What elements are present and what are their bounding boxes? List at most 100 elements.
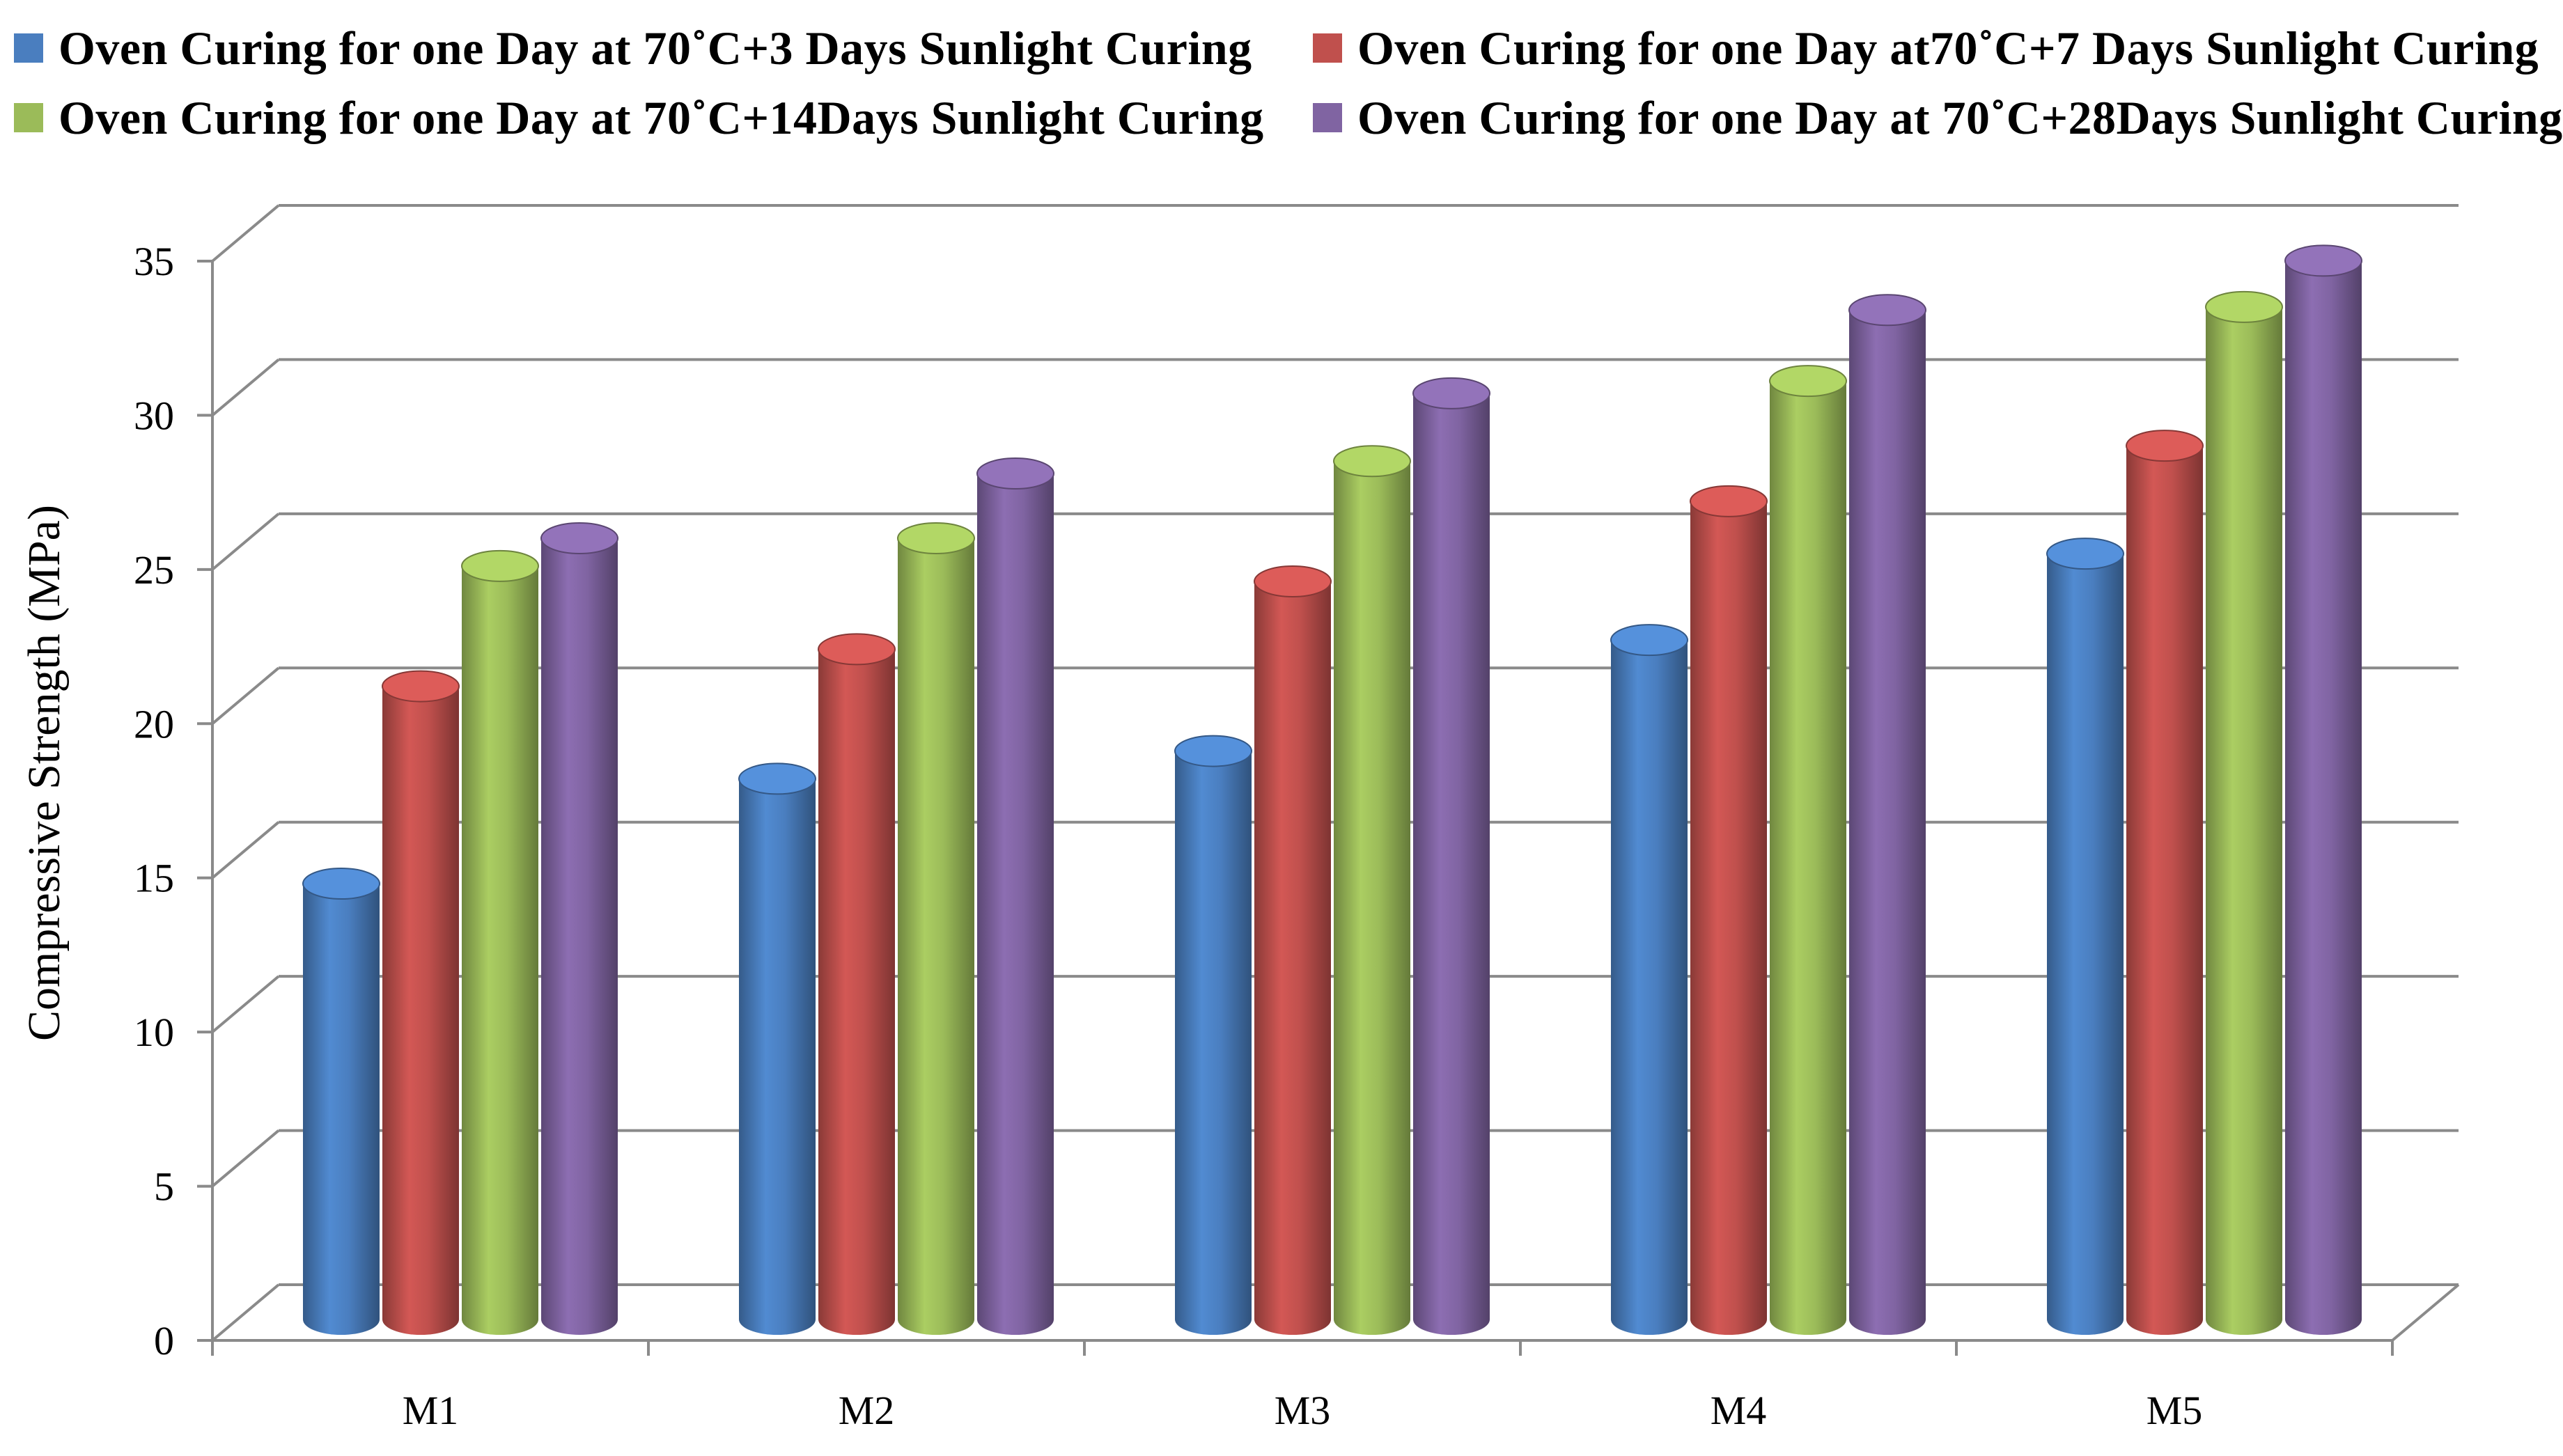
bar-M3-series-4 [1412, 377, 1490, 1335]
bar-body-M1-4 [541, 538, 618, 1335]
bar-M3-series-3 [1333, 445, 1411, 1336]
bar-top-M2-3 [897, 522, 975, 554]
bar-body-M3-2 [1254, 581, 1331, 1335]
bar-body-M1-2 [382, 686, 459, 1335]
bar-top-M2-4 [976, 457, 1054, 490]
y-tick-label-3: 15 [134, 856, 174, 901]
legend-label-series-3: Oven Curing for one Day at 70˚C+14Days S… [59, 91, 1264, 144]
bar-M3-series-1 [1174, 735, 1252, 1335]
x-tick-label-0: M1 [403, 1388, 459, 1433]
bar-top-M4-4 [1848, 294, 1926, 327]
legend-label-series-2: Oven Curing for one Day at70˚C+7 Days Su… [1357, 21, 2539, 75]
axis-layer [197, 260, 2394, 1356]
bar-body-M5-1 [2047, 554, 2124, 1336]
y-tick-label-7: 35 [134, 239, 174, 284]
bar-M5-series-3 [2205, 290, 2283, 1335]
bar-M4-series-4 [1848, 294, 1926, 1336]
bar-top-M5-3 [2205, 290, 2283, 323]
bar-top-M3-2 [1254, 565, 1332, 597]
bar-body-M2-2 [818, 649, 895, 1335]
label-layer: 0 5 10 15 20 25 30 35 M1 M2 M3 M4 M5 [134, 239, 2202, 1433]
bar-body-M4-3 [1770, 381, 1846, 1336]
bar-body-M1-1 [303, 884, 380, 1335]
y-tick-label-0: 0 [154, 1318, 174, 1363]
y-tick-label-2: 10 [134, 1010, 174, 1055]
bar-top-M4-3 [1769, 365, 1847, 398]
legend-swatch-series-2 [1313, 33, 1342, 63]
y-axis-title: Compressive Strength (MPa) [19, 505, 70, 1041]
bar-body-M3-3 [1334, 461, 1410, 1336]
bar-top-M1-3 [461, 549, 539, 582]
gridline-diagonal-0 [211, 1283, 280, 1342]
bar-M2-series-1 [738, 762, 816, 1335]
bar-M5-series-1 [2046, 538, 2124, 1336]
floor-right-edge [2391, 1283, 2460, 1342]
y-tick-label-5: 25 [134, 547, 174, 593]
y-tick-label-4: 20 [134, 701, 174, 746]
legend-item-series-1: Oven Curing for one Day at 70˚C+3 Days S… [14, 10, 1252, 86]
y-tick-label-1: 5 [154, 1164, 174, 1210]
bar-body-M4-2 [1690, 501, 1767, 1335]
gridline-diagonal-1 [211, 1129, 280, 1188]
x-tick-label-2: M3 [1275, 1388, 1331, 1433]
bar-top-M2-1 [738, 762, 816, 795]
bar-body-M5-4 [2285, 260, 2362, 1335]
bar-body-M2-1 [739, 778, 816, 1335]
bar-M4-series-1 [1610, 624, 1688, 1335]
bar-M2-series-2 [818, 633, 896, 1335]
bar-body-M4-1 [1611, 640, 1688, 1335]
bar-M4-series-2 [1690, 485, 1768, 1335]
legend-swatch-series-1 [14, 33, 43, 63]
bar-top-M4-1 [1610, 624, 1688, 657]
bar-top-M5-2 [2126, 430, 2204, 462]
bar-M1-series-1 [302, 868, 380, 1335]
bar-M5-series-4 [2284, 244, 2362, 1335]
bar-M1-series-3 [461, 549, 539, 1335]
bar-top-M1-2 [382, 670, 460, 703]
legend-swatch-series-4 [1313, 103, 1342, 132]
bar-body-M3-1 [1175, 751, 1252, 1335]
legend-swatch-series-3 [14, 103, 43, 132]
gridline-diagonal-4 [211, 666, 280, 725]
bar-M1-series-4 [540, 522, 618, 1335]
legend-item-series-2: Oven Curing for one Day at70˚C+7 Days Su… [1313, 10, 2539, 86]
bar-top-M5-4 [2284, 244, 2362, 277]
chart-legend: Oven Curing for one Day at 70˚C+3 Days S… [14, 10, 2562, 156]
bar-top-M1-1 [302, 868, 380, 900]
gridline-diagonal-3 [211, 821, 280, 879]
bar-M5-series-2 [2126, 430, 2204, 1336]
bar-top-M4-2 [1690, 485, 1768, 517]
bar-top-M3-1 [1174, 735, 1252, 767]
bar-body-M1-3 [462, 565, 538, 1335]
x-tick-label-1: M2 [839, 1388, 895, 1433]
gridline-diagonal-6 [211, 358, 280, 416]
bar-M4-series-3 [1769, 365, 1847, 1336]
bar-body-M3-4 [1413, 393, 1490, 1335]
bar-layer [302, 244, 2362, 1336]
legend-label-series-1: Oven Curing for one Day at 70˚C+3 Days S… [59, 21, 1252, 75]
gridline-diagonal-2 [211, 975, 280, 1033]
legend-item-series-4: Oven Curing for one Day at 70˚C+28Days S… [1313, 79, 2563, 156]
bar-body-M4-4 [1849, 310, 1926, 1336]
legend-item-series-3: Oven Curing for one Day at 70˚C+14Days S… [14, 79, 1264, 156]
bar-body-M5-2 [2126, 446, 2203, 1336]
x-tick-label-4: M5 [2147, 1388, 2203, 1433]
bar-M2-series-3 [897, 522, 975, 1335]
bar-top-M3-4 [1412, 377, 1490, 409]
gridline-diagonal-7 [211, 204, 280, 263]
legend-label-series-4: Oven Curing for one Day at 70˚C+28Days S… [1357, 91, 2563, 144]
bar-top-M1-4 [540, 522, 618, 554]
y-tick-label-6: 30 [134, 393, 174, 438]
bar-M2-series-4 [976, 457, 1054, 1335]
bar-body-M2-4 [977, 473, 1054, 1335]
bar-body-M2-3 [898, 538, 974, 1335]
x-tick-label-3: M4 [1711, 1388, 1767, 1433]
bar-top-M3-3 [1333, 445, 1411, 478]
bar-top-M5-1 [2046, 538, 2124, 570]
bar-M3-series-2 [1254, 565, 1332, 1335]
bar-M1-series-2 [382, 670, 460, 1335]
gridline-diagonal-5 [211, 512, 280, 571]
bar-body-M5-3 [2206, 306, 2282, 1335]
bar-top-M2-2 [818, 633, 896, 666]
